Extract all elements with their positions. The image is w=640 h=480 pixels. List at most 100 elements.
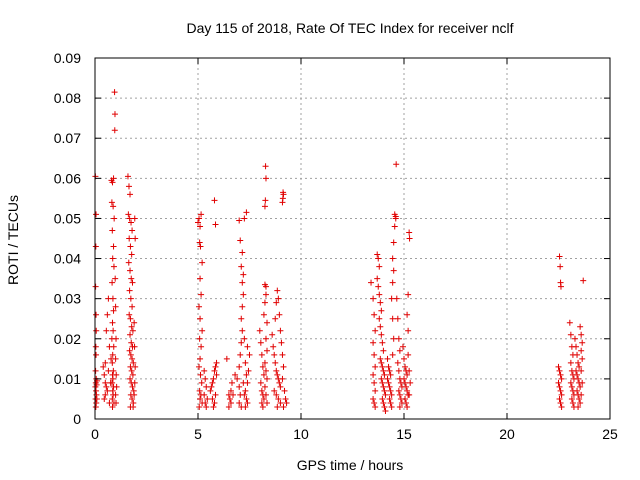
data-point xyxy=(567,379,574,386)
data-point xyxy=(197,243,204,250)
data-point xyxy=(198,211,205,218)
data-point xyxy=(377,355,384,362)
data-point xyxy=(370,339,377,346)
data-point xyxy=(262,175,269,182)
data-point xyxy=(225,403,232,410)
data-point xyxy=(228,379,235,386)
data-point xyxy=(372,363,379,370)
data-point xyxy=(198,379,205,386)
y-tick-label: 0 xyxy=(73,411,81,427)
data-point xyxy=(198,291,205,298)
data-point xyxy=(209,395,216,402)
data-point xyxy=(380,367,387,374)
data-point xyxy=(112,303,119,310)
data-point xyxy=(197,315,204,322)
data-point xyxy=(402,379,409,386)
data-point xyxy=(374,275,381,282)
data-point xyxy=(236,383,243,390)
data-point xyxy=(110,307,117,314)
data-point xyxy=(272,359,279,366)
data-point xyxy=(241,335,248,342)
data-point xyxy=(379,379,386,386)
data-point xyxy=(256,327,263,334)
data-point xyxy=(576,363,583,370)
data-point xyxy=(92,343,99,350)
data-point xyxy=(110,263,117,270)
data-point xyxy=(277,399,284,406)
data-point xyxy=(109,403,116,410)
data-point xyxy=(128,367,135,374)
data-point xyxy=(92,403,99,410)
data-point xyxy=(571,335,578,342)
data-point xyxy=(379,395,386,402)
data-point xyxy=(227,387,234,394)
data-point xyxy=(271,351,278,358)
data-point xyxy=(579,355,586,362)
data-point xyxy=(129,279,136,286)
data-point xyxy=(579,379,586,386)
data-point xyxy=(376,263,383,270)
data-point xyxy=(372,387,379,394)
data-point xyxy=(280,189,287,196)
data-point xyxy=(264,319,271,326)
data-point xyxy=(395,367,402,374)
data-point xyxy=(262,367,269,374)
tick-labels: 0 5 10 15 20 25 0 0.01 0.02 0.03 0.04 0.05 0.06 0.07 0… xyxy=(54,50,618,442)
data-point xyxy=(110,343,117,350)
data-point xyxy=(372,327,379,334)
data-point xyxy=(93,311,100,318)
data-point xyxy=(575,403,582,410)
data-point xyxy=(376,315,383,322)
data-point xyxy=(128,251,135,258)
data-point xyxy=(384,355,391,362)
data-point xyxy=(109,255,116,262)
data-point xyxy=(407,379,414,386)
data-point xyxy=(125,259,132,266)
data-point xyxy=(279,195,286,202)
data-point xyxy=(258,399,265,406)
data-point xyxy=(102,359,109,366)
data-point xyxy=(260,395,267,402)
data-point xyxy=(112,275,119,282)
data-point xyxy=(385,363,392,370)
plot-frame xyxy=(94,57,611,420)
data-point xyxy=(274,287,281,294)
y-tick-label: 0.08 xyxy=(54,90,81,106)
y-tick-label: 0.02 xyxy=(54,331,81,347)
data-points xyxy=(92,89,587,414)
data-point xyxy=(104,311,111,318)
data-point xyxy=(126,311,133,318)
data-point xyxy=(375,255,382,262)
data-point xyxy=(196,335,203,342)
data-point xyxy=(230,391,237,398)
data-point xyxy=(240,379,247,386)
data-point xyxy=(202,399,209,406)
data-point xyxy=(109,227,116,234)
data-point xyxy=(107,379,114,386)
data-point xyxy=(129,327,136,334)
data-point xyxy=(129,227,136,234)
data-point xyxy=(196,363,203,370)
data-point xyxy=(242,359,249,366)
data-point xyxy=(577,323,584,330)
data-point xyxy=(279,375,286,382)
data-point xyxy=(207,387,214,394)
data-point xyxy=(130,403,137,410)
data-point xyxy=(258,387,265,394)
data-point xyxy=(393,161,400,168)
data-point xyxy=(573,343,580,350)
x-tick-label: 15 xyxy=(396,426,412,442)
data-point xyxy=(404,403,411,410)
data-point xyxy=(387,371,394,378)
data-point xyxy=(236,363,243,370)
data-point xyxy=(370,371,377,378)
data-point xyxy=(264,347,271,354)
data-point xyxy=(108,355,115,362)
data-point xyxy=(277,383,284,390)
data-point xyxy=(129,371,136,378)
data-point xyxy=(129,395,136,402)
data-point xyxy=(555,379,562,386)
data-point xyxy=(575,359,582,366)
data-point xyxy=(388,391,395,398)
